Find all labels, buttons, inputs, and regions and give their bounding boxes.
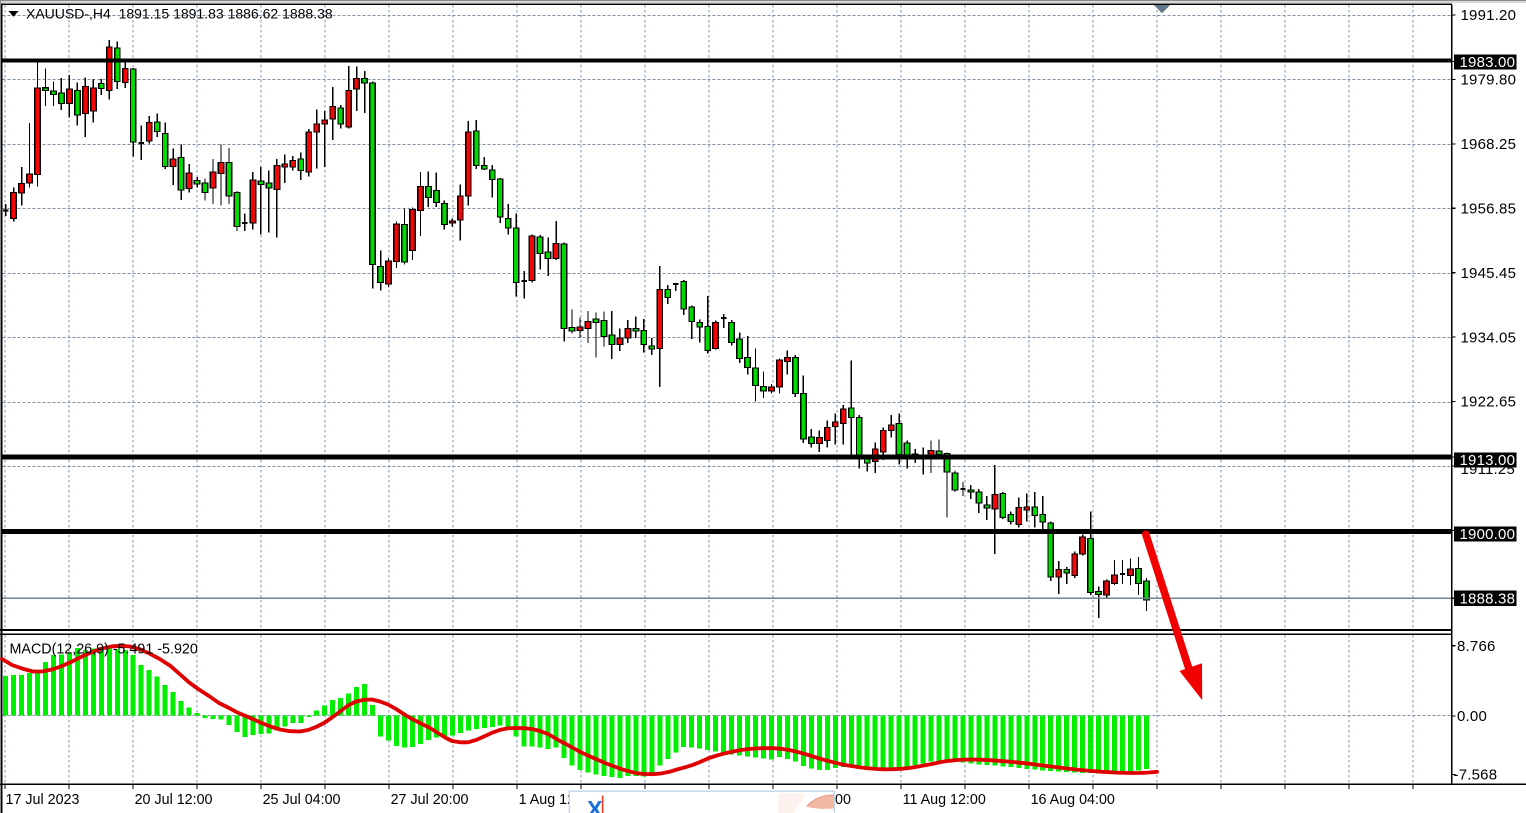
svg-text:0.00: 0.00 <box>1457 708 1487 725</box>
svg-text:17 Jul 2023: 17 Jul 2023 <box>6 792 80 808</box>
svg-text:1983.00: 1983.00 <box>1460 54 1516 71</box>
svg-text:1922.65: 1922.65 <box>1461 394 1517 411</box>
svg-text:1900.00: 1900.00 <box>1460 526 1516 543</box>
svg-text:-7.568: -7.568 <box>1454 767 1498 784</box>
svg-text:1888.38: 1888.38 <box>1460 590 1516 607</box>
svg-text:8.766: 8.766 <box>1457 638 1496 655</box>
svg-text:X: X <box>587 796 603 813</box>
svg-text:1934.05: 1934.05 <box>1461 329 1517 346</box>
svg-text:XAUUSD-,H4 1891.15 1891.83 18: XAUUSD-,H4 1891.15 1891.83 1886.62 1888.… <box>26 5 333 21</box>
svg-text:MACD(12,26,9) -5.491 -5.920: MACD(12,26,9) -5.491 -5.920 <box>10 641 198 657</box>
svg-text:1956.85: 1956.85 <box>1461 200 1517 217</box>
svg-text:11 Aug 12:00: 11 Aug 12:00 <box>903 792 986 808</box>
svg-text:1991.20: 1991.20 <box>1461 7 1517 24</box>
svg-text:27 Jul 20:00: 27 Jul 20:00 <box>391 792 469 808</box>
svg-text:1979.80: 1979.80 <box>1461 72 1517 89</box>
svg-text:1913.00: 1913.00 <box>1460 452 1516 469</box>
svg-text:1945.45: 1945.45 <box>1461 265 1517 282</box>
svg-text:20 Jul 12:00: 20 Jul 12:00 <box>135 792 213 808</box>
svg-text:1968.25: 1968.25 <box>1461 136 1517 153</box>
svg-text:16 Aug 04:00: 16 Aug 04:00 <box>1031 792 1115 808</box>
svg-text:25 Jul 04:00: 25 Jul 04:00 <box>263 792 341 808</box>
